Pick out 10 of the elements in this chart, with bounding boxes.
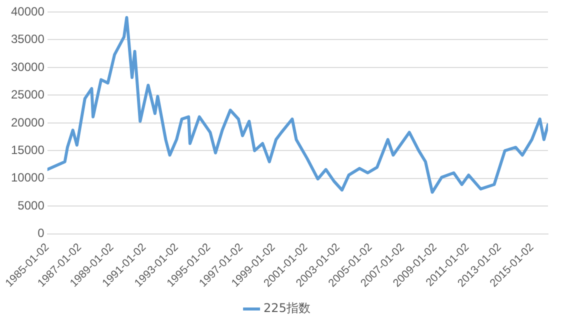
y-tick-label: 5000 bbox=[18, 198, 45, 212]
y-tick-label: 40000 bbox=[10, 4, 45, 18]
y-tick-label: 0 bbox=[38, 226, 45, 240]
y-tick-label: 15000 bbox=[10, 142, 45, 157]
y-tick-label: 30000 bbox=[10, 60, 45, 74]
y-tick-label: 25000 bbox=[10, 88, 45, 102]
y-tick-label: 20000 bbox=[10, 115, 45, 130]
legend-label: 225指数 bbox=[264, 301, 310, 316]
y-tick-label: 35000 bbox=[10, 32, 45, 46]
y-tick-label: 10000 bbox=[10, 170, 45, 185]
